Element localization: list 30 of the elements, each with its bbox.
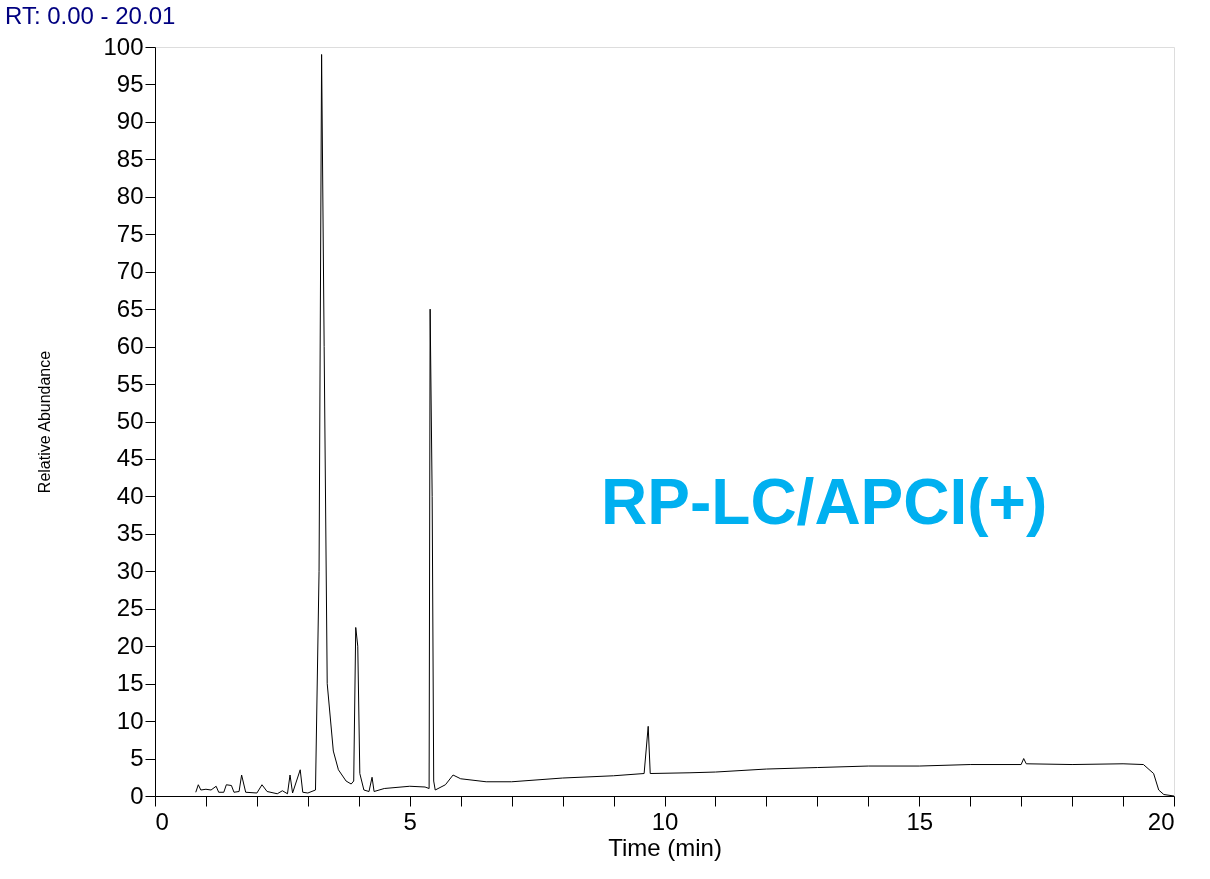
y-tick-label: 10 bbox=[116, 706, 144, 734]
x-tick-label: 10 bbox=[651, 807, 679, 835]
y-tick-label: 5 bbox=[130, 744, 144, 772]
y-tick-label: 30 bbox=[116, 556, 144, 584]
y-tick-label: 60 bbox=[116, 332, 144, 360]
y-tick-label: 20 bbox=[116, 631, 144, 659]
chart-title: RT: 0.00 - 20.01 bbox=[5, 2, 176, 29]
y-tick-label: 45 bbox=[116, 444, 144, 472]
x-tick-label: 0 bbox=[155, 807, 169, 835]
y-tick-label: 55 bbox=[116, 369, 144, 397]
y-tick-label: 40 bbox=[116, 481, 144, 509]
y-tick-label: 0 bbox=[130, 781, 144, 809]
x-tick-label: 15 bbox=[906, 807, 934, 835]
x-tick-label: 20 bbox=[1147, 807, 1175, 835]
y-tick-label: 95 bbox=[116, 69, 144, 97]
y-tick-label: 80 bbox=[116, 182, 144, 210]
y-tick-label: 25 bbox=[116, 594, 144, 622]
y-tick-label: 70 bbox=[116, 257, 144, 285]
y-tick-label: 50 bbox=[116, 407, 144, 434]
y-tick-label: 15 bbox=[116, 669, 144, 697]
y-tick-label: 90 bbox=[116, 107, 144, 135]
y-tick-label: 65 bbox=[116, 294, 144, 322]
x-axis-title: Time (min) bbox=[608, 833, 722, 861]
y-tick-label: 35 bbox=[116, 519, 144, 547]
y-tick-label: 75 bbox=[116, 219, 144, 247]
y-tick-label: 85 bbox=[116, 144, 144, 172]
y-tick-label: 100 bbox=[103, 32, 144, 60]
x-tick-label: 5 bbox=[403, 807, 417, 835]
annotation: RP-LC/APCI(+) bbox=[601, 466, 1048, 539]
y-axis-title: Relative Abundance bbox=[36, 350, 54, 494]
